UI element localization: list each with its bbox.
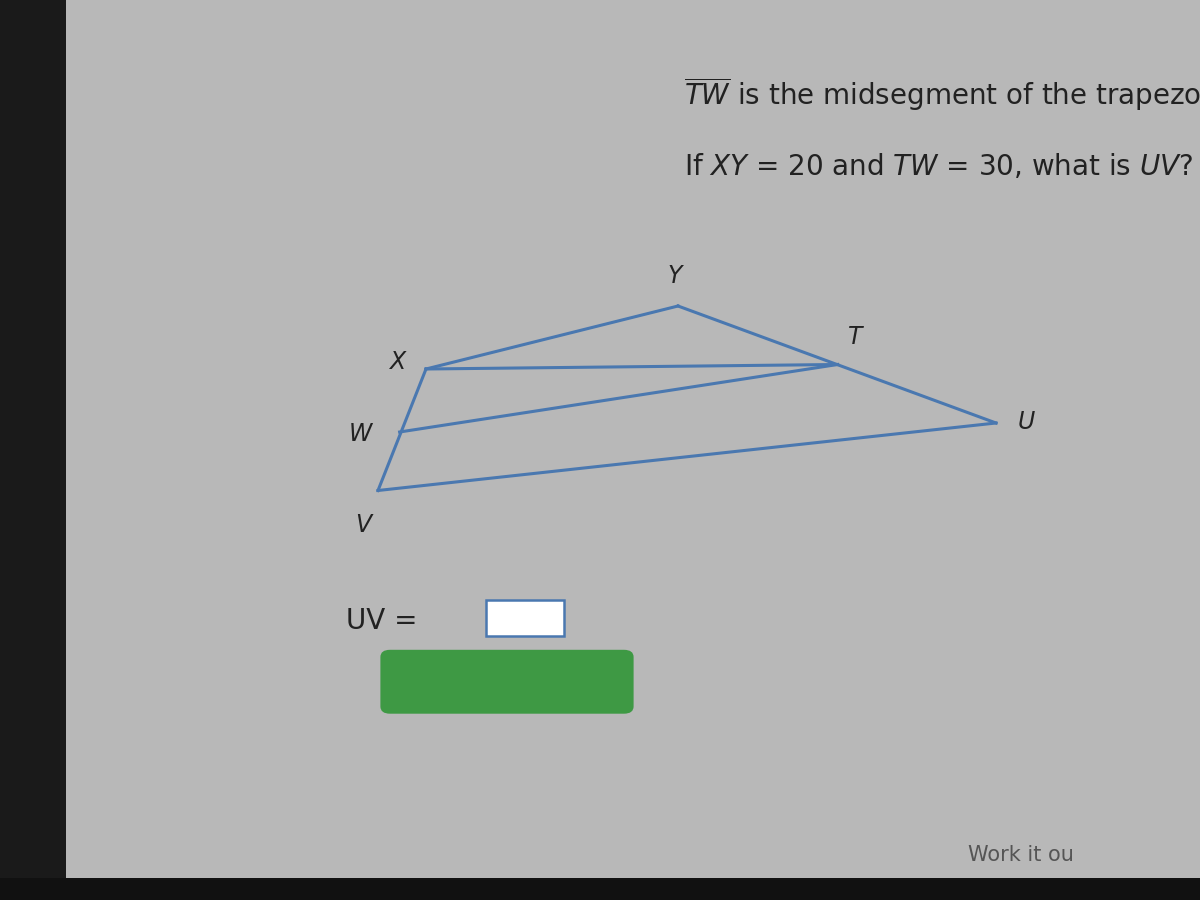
Bar bbox=[0, 878, 1200, 900]
Text: X: X bbox=[390, 350, 406, 374]
Text: UV =: UV = bbox=[346, 607, 426, 635]
Text: Work it ou: Work it ou bbox=[968, 845, 1074, 865]
FancyBboxPatch shape bbox=[486, 600, 564, 636]
Text: V: V bbox=[355, 513, 372, 537]
Text: If $XY$ = 20 and $TW$ = 30, what is $UV$?: If $XY$ = 20 and $TW$ = 30, what is $UV$… bbox=[684, 152, 1193, 181]
Text: Submit: Submit bbox=[457, 670, 557, 694]
Text: $\overline{TW}$ is the midsegment of the trapezoid $UVXY$.: $\overline{TW}$ is the midsegment of the… bbox=[684, 76, 1200, 113]
Bar bbox=[0, 0, 66, 900]
Text: U: U bbox=[1018, 410, 1034, 434]
Text: Y: Y bbox=[667, 264, 682, 288]
FancyBboxPatch shape bbox=[380, 650, 634, 714]
Text: T: T bbox=[848, 325, 863, 349]
Text: W: W bbox=[349, 422, 372, 446]
